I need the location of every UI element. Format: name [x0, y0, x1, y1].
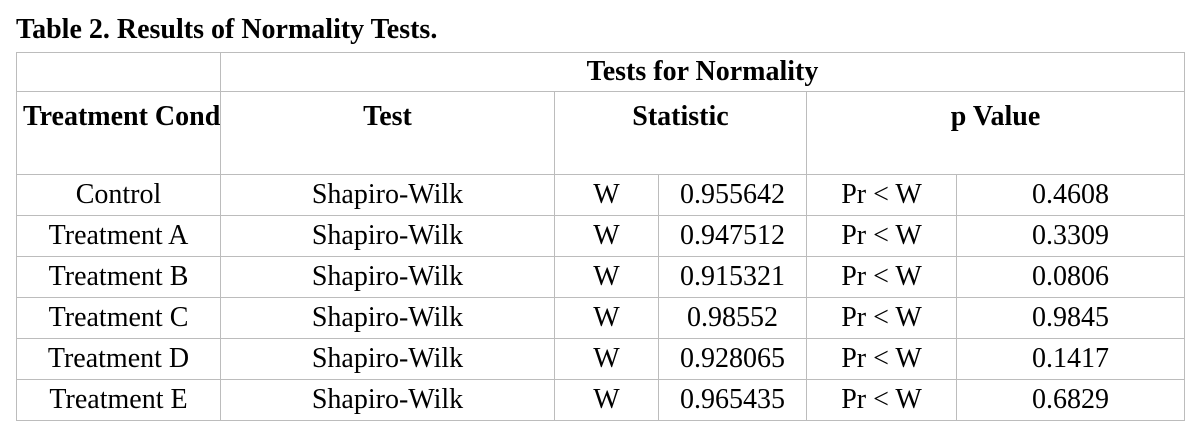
p-value-cell: 0.6829 [956, 379, 1185, 421]
header-row-columns: Treatment Condition Test Statistic p Val… [16, 91, 1185, 175]
test-cell: Shapiro-Wilk [220, 338, 555, 380]
p-value-cell: 0.0806 [956, 256, 1185, 298]
p-label-cell: Pr < W [806, 256, 957, 298]
column-header-test: Test [220, 91, 555, 175]
p-value-cell: 0.9845 [956, 297, 1185, 339]
stat-symbol-cell: W [554, 174, 659, 216]
stat-value-cell: 0.947512 [658, 215, 807, 257]
header-empty-cell [16, 52, 221, 92]
table-row: Control Shapiro-Wilk W 0.955642 Pr < W 0… [16, 174, 1185, 216]
table-row: Treatment D Shapiro-Wilk W 0.928065 Pr <… [16, 338, 1185, 380]
stat-value-cell: 0.928065 [658, 338, 807, 380]
test-cell: Shapiro-Wilk [220, 215, 555, 257]
p-value-cell: 0.4608 [956, 174, 1185, 216]
p-label-cell: Pr < W [806, 338, 957, 380]
stat-symbol-cell: W [554, 338, 659, 380]
condition-cell: Treatment C [16, 297, 221, 339]
table-row: Treatment A Shapiro-Wilk W 0.947512 Pr <… [16, 215, 1185, 257]
p-label-cell: Pr < W [806, 297, 957, 339]
p-value-cell: 0.3309 [956, 215, 1185, 257]
test-cell: Shapiro-Wilk [220, 256, 555, 298]
stat-value-cell: 0.915321 [658, 256, 807, 298]
group-header: Tests for Normality [220, 52, 1185, 92]
column-header-p-value: p Value [806, 91, 1185, 175]
table-row: Treatment E Shapiro-Wilk W 0.965435 Pr <… [16, 379, 1185, 421]
p-label-cell: Pr < W [806, 215, 957, 257]
stat-symbol-cell: W [554, 256, 659, 298]
stat-value-cell: 0.955642 [658, 174, 807, 216]
stat-value-cell: 0.98552 [658, 297, 807, 339]
condition-cell: Treatment A [16, 215, 221, 257]
table-row: Treatment B Shapiro-Wilk W 0.915321 Pr <… [16, 256, 1185, 298]
p-label-cell: Pr < W [806, 379, 957, 421]
p-label-cell: Pr < W [806, 174, 957, 216]
stat-value-cell: 0.965435 [658, 379, 807, 421]
condition-cell: Treatment E [16, 379, 221, 421]
stat-symbol-cell: W [554, 297, 659, 339]
condition-cell: Control [16, 174, 221, 216]
test-cell: Shapiro-Wilk [220, 297, 555, 339]
normality-table: Tests for Normality Treatment Condition … [16, 52, 1185, 421]
stat-symbol-cell: W [554, 215, 659, 257]
column-header-condition: Treatment Condition [16, 91, 221, 175]
test-cell: Shapiro-Wilk [220, 174, 555, 216]
condition-cell: Treatment D [16, 338, 221, 380]
test-cell: Shapiro-Wilk [220, 379, 555, 421]
header-row-group: Tests for Normality [16, 52, 1185, 92]
p-value-cell: 0.1417 [956, 338, 1185, 380]
stat-symbol-cell: W [554, 379, 659, 421]
table-row: Treatment C Shapiro-Wilk W 0.98552 Pr < … [16, 297, 1185, 339]
column-header-statistic: Statistic [554, 91, 807, 175]
condition-cell: Treatment B [16, 256, 221, 298]
table-caption: Table 2. Results of Normality Tests. [16, 14, 438, 45]
